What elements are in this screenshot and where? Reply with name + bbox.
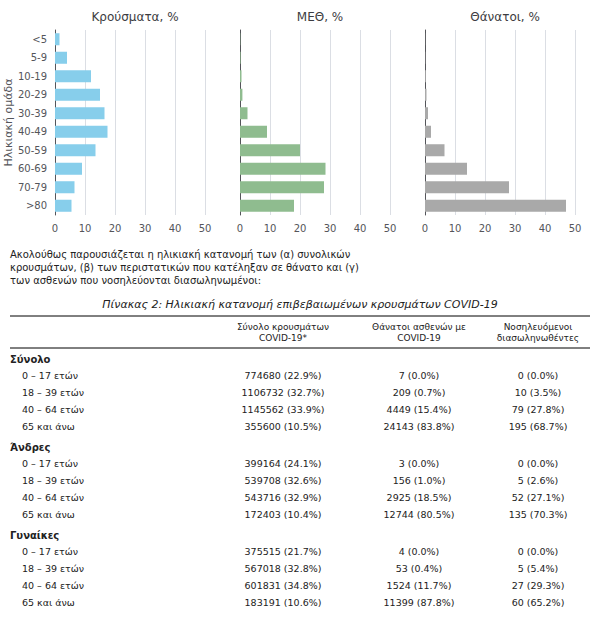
svg-text:60 (65.2%): 60 (65.2%) <box>512 597 565 608</box>
svg-text:40 – 64 ετών: 40 – 64 ετών <box>22 492 84 503</box>
svg-text:διασωληνωθέντες: διασωληνωθέντες <box>497 333 579 343</box>
svg-text:40 – 64 ετών: 40 – 64 ετών <box>22 404 84 415</box>
svg-text:355600 (10.5%): 355600 (10.5%) <box>245 421 322 432</box>
svg-text:5 (2.6%): 5 (2.6%) <box>518 475 559 486</box>
svg-text:40-49: 40-49 <box>18 126 47 137</box>
svg-text:5-9: 5-9 <box>31 52 47 63</box>
svg-text:79 (27.8%): 79 (27.8%) <box>512 404 565 415</box>
svg-text:20: 20 <box>294 223 307 234</box>
svg-text:27 (29.3%): 27 (29.3%) <box>512 580 565 591</box>
svg-text:0 – 17 ετών: 0 – 17 ετών <box>22 458 78 469</box>
svg-text:20-29: 20-29 <box>18 89 47 100</box>
svg-text:4 (0.0%): 4 (0.0%) <box>399 546 440 557</box>
svg-text:Νοσηλευόμενοι: Νοσηλευόμενοι <box>504 322 573 332</box>
svg-text:172403 (10.4%): 172403 (10.4%) <box>245 509 322 520</box>
svg-text:Θάνατοι, %: Θάνατοι, % <box>470 10 540 24</box>
svg-text:Κρούσματα, %: Κρούσματα, % <box>91 10 178 24</box>
svg-text:195 (68.7%): 195 (68.7%) <box>509 421 568 432</box>
svg-text:567018 (32.8%): 567018 (32.8%) <box>245 563 322 574</box>
svg-text:601831 (34.8%): 601831 (34.8%) <box>245 580 322 591</box>
svg-text:156 (1.0%): 156 (1.0%) <box>393 475 446 486</box>
svg-text:30: 30 <box>324 223 337 234</box>
svg-text:10: 10 <box>264 223 277 234</box>
svg-text:50-59: 50-59 <box>18 145 47 156</box>
svg-text:Ακολούθως παρουσιάζεται η ηλικ: Ακολούθως παρουσιάζεται η ηλικιακή καταν… <box>10 249 353 260</box>
svg-text:774680 (22.9%): 774680 (22.9%) <box>245 370 322 381</box>
svg-text:>80: >80 <box>26 200 47 211</box>
svg-text:65 και άνω: 65 και άνω <box>22 421 75 432</box>
svg-text:183191 (10.6%): 183191 (10.6%) <box>245 597 322 608</box>
svg-text:2925 (18.5%): 2925 (18.5%) <box>387 492 452 503</box>
svg-text:24143 (83.8%): 24143 (83.8%) <box>384 421 455 432</box>
svg-text:Ηλικιακή ομάδα: Ηλικιακή ομάδα <box>2 79 15 167</box>
svg-text:5 (5.4%): 5 (5.4%) <box>518 563 559 574</box>
svg-text:50: 50 <box>384 223 397 234</box>
svg-text:0 – 17 ετών: 0 – 17 ετών <box>22 370 78 381</box>
svg-text:των ασθενών που νοσηλεύονται δ: των ασθενών που νοσηλεύονται διασωληνωμέ… <box>10 275 261 286</box>
svg-text:12744 (80.5%): 12744 (80.5%) <box>384 509 455 520</box>
svg-text:20: 20 <box>479 223 492 234</box>
svg-text:50: 50 <box>199 223 212 234</box>
svg-text:κρουσμάτων, (β) των περιστατικ: κρουσμάτων, (β) των περιστατικών που κατ… <box>10 262 362 273</box>
svg-text:Θάνατοι ασθενών με: Θάνατοι ασθενών με <box>372 322 466 332</box>
svg-text:65 και άνω: 65 και άνω <box>22 509 75 520</box>
svg-text:209 (0.7%): 209 (0.7%) <box>393 387 446 398</box>
svg-text:70-79: 70-79 <box>18 182 47 193</box>
svg-text:375515 (21.7%): 375515 (21.7%) <box>245 546 322 557</box>
svg-text:30-39: 30-39 <box>18 108 47 119</box>
svg-text:30: 30 <box>139 223 152 234</box>
svg-text:1524 (11.7%): 1524 (11.7%) <box>387 580 452 591</box>
svg-text:0 (0.0%): 0 (0.0%) <box>518 370 559 381</box>
svg-text:65 και άνω: 65 και άνω <box>22 597 75 608</box>
svg-text:30: 30 <box>509 223 522 234</box>
svg-text:0: 0 <box>237 223 243 234</box>
svg-text:18 – 39 ετών: 18 – 39 ετών <box>22 563 84 574</box>
svg-text:10: 10 <box>79 223 92 234</box>
svg-text:40 – 64 ετών: 40 – 64 ετών <box>22 580 84 591</box>
svg-text:0 – 17 ετών: 0 – 17 ετών <box>22 546 78 557</box>
svg-text:18 – 39 ετών: 18 – 39 ετών <box>22 475 84 486</box>
svg-text:3 (0.0%): 3 (0.0%) <box>399 458 440 469</box>
svg-text:11399 (87.8%): 11399 (87.8%) <box>384 597 455 608</box>
svg-text:52 (27.1%): 52 (27.1%) <box>512 492 565 503</box>
svg-text:543716 (32.9%): 543716 (32.9%) <box>245 492 322 503</box>
svg-text:53 (0.4%): 53 (0.4%) <box>396 563 443 574</box>
svg-text:135 (70.3%): 135 (70.3%) <box>509 509 568 520</box>
svg-text:399164 (24.1%): 399164 (24.1%) <box>245 458 322 469</box>
svg-text:60-69: 60-69 <box>18 163 47 174</box>
svg-text:18 – 39 ετών: 18 – 39 ετών <box>22 387 84 398</box>
svg-text:COVID-19*: COVID-19* <box>259 333 308 343</box>
svg-text:Γυναίκες: Γυναίκες <box>10 530 59 541</box>
svg-text:Άνδρες: Άνδρες <box>10 442 50 453</box>
svg-text:539708 (32.6%): 539708 (32.6%) <box>245 475 322 486</box>
svg-text:10-19: 10-19 <box>18 71 47 82</box>
svg-text:40: 40 <box>169 223 182 234</box>
svg-text:1106732 (32.7%): 1106732 (32.7%) <box>242 387 325 398</box>
svg-text:1145562 (33.9%): 1145562 (33.9%) <box>242 404 325 415</box>
svg-text:7 (0.0%): 7 (0.0%) <box>399 370 440 381</box>
svg-text:20: 20 <box>109 223 122 234</box>
svg-text:0: 0 <box>422 223 428 234</box>
svg-text:10 (3.5%): 10 (3.5%) <box>515 387 562 398</box>
svg-text:ΜΕΘ, %: ΜΕΘ, % <box>297 10 343 24</box>
svg-text:4449 (15.4%): 4449 (15.4%) <box>387 404 452 415</box>
svg-text:40: 40 <box>539 223 552 234</box>
svg-text:40: 40 <box>354 223 367 234</box>
svg-text:Σύνολο: Σύνολο <box>10 354 51 365</box>
svg-text:0: 0 <box>52 223 58 234</box>
svg-text:0 (0.0%): 0 (0.0%) <box>518 546 559 557</box>
svg-text:Πίνακας 2: Ηλικιακή κατανομή ε: Πίνακας 2: Ηλικιακή κατανομή επιβεβαιωμέ… <box>102 298 497 311</box>
svg-text:10: 10 <box>449 223 462 234</box>
svg-text:COVID-19: COVID-19 <box>397 333 441 343</box>
svg-text:<5: <5 <box>32 34 47 45</box>
svg-text:Σύνολο κρουσμάτων: Σύνολο κρουσμάτων <box>237 322 329 332</box>
svg-text:50: 50 <box>569 223 582 234</box>
svg-text:0 (0.0%): 0 (0.0%) <box>518 458 559 469</box>
